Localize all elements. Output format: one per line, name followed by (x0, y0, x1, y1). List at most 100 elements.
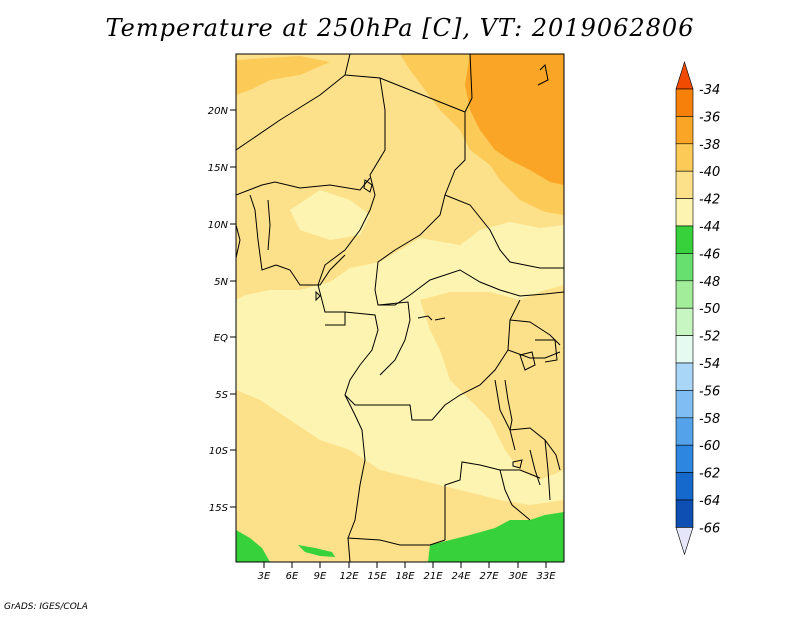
temperature-field (236, 54, 564, 562)
coastline (537, 63, 549, 86)
field-minus42-minus44-patch (480, 222, 564, 280)
border-line (374, 77, 564, 306)
lake-tanganyika (504, 379, 513, 431)
lon-tick-label: 15E (367, 571, 387, 582)
field-minus38-minus40-strip (236, 56, 330, 95)
lat-tick-label: 10N (208, 220, 229, 231)
lon-tick-label: 6E (286, 571, 299, 582)
field-minus44-minus46-blob (298, 545, 335, 557)
colorbar-label: -62 (699, 467, 720, 482)
colorbar-swatch (675, 253, 694, 282)
colorbar-label: -66 (699, 521, 720, 536)
border-line (507, 349, 561, 359)
country-borders (236, 54, 564, 562)
field-minus40-minus42-southwest (236, 390, 564, 562)
colorbar-label: -56 (699, 384, 720, 399)
border-line (535, 339, 558, 363)
lake (315, 290, 321, 302)
border-line (236, 224, 241, 259)
border-line (464, 54, 473, 113)
colorbar-swatch (675, 417, 694, 446)
border-line (444, 461, 541, 540)
field-minus36-minus38 (465, 54, 564, 185)
colorbar-swatch (675, 170, 694, 199)
lat-axis: 20N 15N 10N 5N EQ 5S 10S 15S (208, 106, 236, 514)
colorbar-label: -38 (699, 138, 720, 153)
colorbar-label: -52 (699, 330, 720, 345)
border-line (267, 199, 271, 251)
colorbar-swatch (675, 499, 694, 528)
colorbar: -34 -36 -38 -40 -42 -44 -46 -48 -50 -52 -54 -56 -58 -… (675, 61, 720, 556)
colorbar-swatch (675, 88, 694, 117)
colorbar-top-arrow (675, 61, 694, 90)
lat-tick-label: 5N (214, 277, 228, 288)
border-line (275, 254, 346, 286)
lon-tick-label: 33E (536, 571, 556, 582)
border-line (344, 311, 432, 421)
lake (417, 315, 433, 321)
colorbar-swatch (675, 472, 694, 501)
colorbar-swatch (675, 307, 694, 336)
lat-tick-label: 5S (215, 390, 228, 401)
colorbar-swatch (675, 335, 694, 364)
colorbar-label: -34 (699, 83, 720, 98)
border-line (236, 177, 371, 196)
colorbar-swatch (675, 362, 694, 391)
colorbar-bottom-arrow (675, 527, 694, 556)
colorbar-label: -44 (699, 220, 720, 235)
field-minus44-minus46-south (428, 512, 564, 562)
border-line (344, 394, 446, 546)
lon-tick-label: 9E (314, 571, 327, 582)
border-line (431, 299, 521, 421)
lat-tick-label: 20N (208, 106, 229, 117)
border-line (249, 194, 277, 271)
field-minus42-minus44-patch-2 (290, 190, 370, 240)
lake-malawi (529, 449, 541, 486)
colorbar-label: -36 (699, 110, 720, 125)
lon-tick-label: 24E (451, 571, 471, 582)
lake (512, 459, 523, 469)
border-line (236, 54, 351, 151)
lake-chad (363, 179, 373, 193)
lake (434, 317, 446, 321)
colorbar-swatch (675, 444, 694, 473)
colorbar-label: -58 (699, 412, 720, 427)
border-line (499, 469, 531, 521)
colorbar-swatch (675, 143, 694, 172)
border-line (494, 379, 516, 451)
border-line (444, 194, 564, 269)
colorbar-swatch (675, 198, 694, 227)
border-line (347, 537, 351, 562)
lon-axis: 3E 6E 9E 12E 15E 18E 21E 24E 27E 30E 33E (258, 562, 556, 582)
border-line (317, 74, 386, 286)
colorbar-label: -60 (699, 439, 720, 454)
colorbar-label: -46 (699, 247, 720, 262)
map-frame (235, 53, 565, 563)
colorbar-swatch (675, 280, 694, 309)
grads-credit: GrADS: IGES/COLA (4, 602, 88, 612)
lon-tick-label: 27E (479, 571, 499, 582)
lon-tick-label: 3E (258, 571, 271, 582)
colorbar-swatch (675, 225, 694, 254)
colorbar-swatch (675, 116, 694, 145)
colorbar-label: -42 (699, 193, 720, 208)
lon-tick-label: 18E (395, 571, 415, 582)
lake-victoria (519, 351, 536, 371)
border-line (377, 301, 411, 376)
lat-tick-label: 15N (208, 163, 229, 174)
colorbar-label: -40 (699, 165, 720, 180)
lat-tick-label: EQ (214, 333, 228, 344)
colorbar-label: -48 (699, 275, 720, 290)
lon-tick-label: 12E (339, 571, 359, 582)
colorbar-label: -64 (699, 494, 720, 509)
field-minus40-minus42-east (420, 285, 564, 480)
lon-tick-label: 21E (423, 571, 443, 582)
field-minus44-minus46-southwest (236, 530, 270, 562)
chart-title: Temperature at 250hPa [C], VT: 201906280… (105, 14, 695, 42)
lat-tick-label: 10S (209, 446, 229, 457)
colorbar-label: -54 (699, 357, 720, 372)
colorbar-label: -50 (699, 302, 720, 317)
lon-tick-label: 30E (508, 571, 528, 582)
border-line (544, 439, 551, 501)
